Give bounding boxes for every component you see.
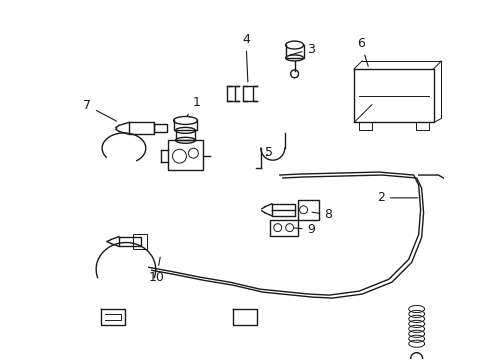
Bar	[297, 200, 319, 220]
Text: 7: 7	[83, 99, 116, 121]
Text: 5: 5	[264, 146, 272, 159]
Text: 4: 4	[242, 33, 249, 82]
Text: 3: 3	[289, 42, 315, 55]
Text: 6: 6	[356, 37, 367, 66]
Text: 9: 9	[294, 223, 315, 236]
Bar	[269, 220, 297, 235]
Bar	[133, 234, 146, 249]
Text: 1: 1	[186, 96, 200, 116]
Text: 2: 2	[376, 192, 417, 204]
Text: 10: 10	[148, 257, 164, 284]
Bar	[167, 140, 203, 170]
Text: 8: 8	[312, 208, 332, 221]
